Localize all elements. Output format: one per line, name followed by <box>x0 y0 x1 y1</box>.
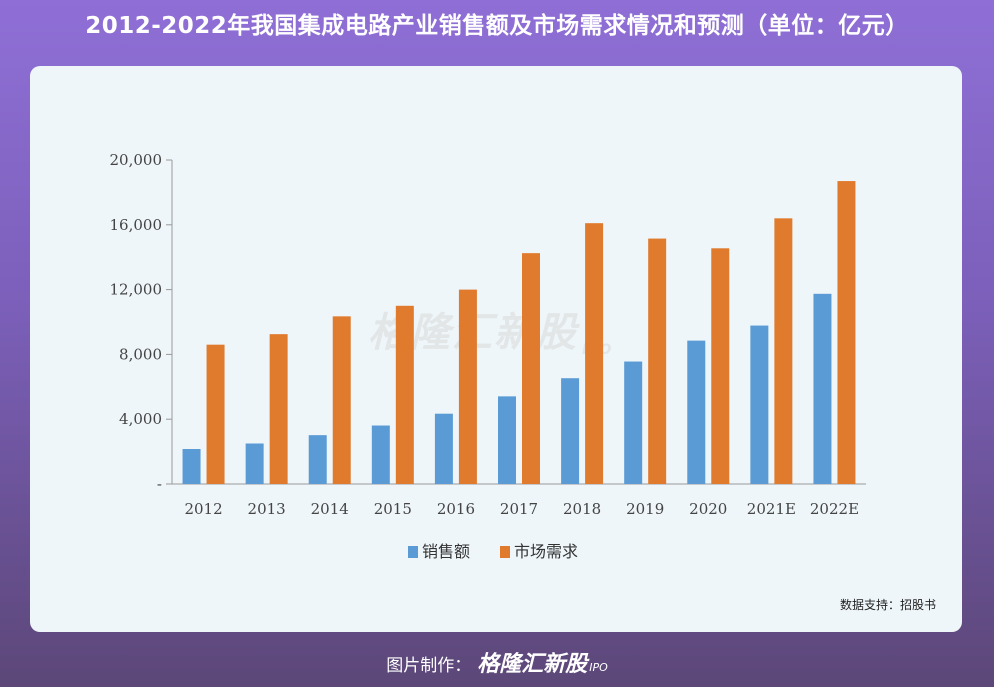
bar-sales <box>308 435 327 484</box>
x-tick-label: 2022E <box>810 500 859 518</box>
chart-title: 2012-2022年我国集成电路产业销售额及市场需求情况和预测（单位：亿元） <box>85 13 909 39</box>
bar-sales <box>371 425 390 484</box>
x-tick-label: 2018 <box>563 500 601 518</box>
legend-sales-swatch <box>408 546 418 558</box>
bar-sales <box>561 378 580 484</box>
footer: 图片制作： 格隆汇新股 IPO <box>0 646 994 678</box>
chart-card <box>30 66 962 632</box>
y-tick-label: 12,000 <box>110 281 163 299</box>
footer-brand: 格隆汇新股 <box>477 652 588 677</box>
legend-demand-label: 市场需求 <box>514 542 578 561</box>
x-tick-label: 2017 <box>500 500 538 518</box>
x-tick-label: 2016 <box>437 500 475 518</box>
bar-demand <box>837 181 856 484</box>
bar-demand <box>711 248 730 484</box>
bar-sales <box>624 361 643 484</box>
x-tick-label: 2019 <box>626 500 664 518</box>
x-tick-label: 2021E <box>747 500 796 518</box>
y-tick-label: 4,000 <box>119 410 162 428</box>
x-axis: 2012 2013 2014 2015 2016 2017 2018 2019 2020 2021… <box>172 483 866 518</box>
x-tick-label: 2012 <box>184 500 222 518</box>
footer-brand-suffix: IPO <box>589 661 608 674</box>
bar-demand <box>206 344 225 484</box>
bar-sales <box>498 396 516 484</box>
legend-sales-label: 销售额 <box>422 542 470 561</box>
bar-demand <box>774 218 793 484</box>
x-tick-label: 2014 <box>311 500 349 518</box>
bar-sales <box>813 293 832 484</box>
legend-demand-swatch <box>500 546 510 558</box>
bar-demand <box>585 223 604 484</box>
x-tick-label: 2013 <box>248 500 286 518</box>
bar-demand <box>395 305 414 484</box>
bars <box>182 181 856 484</box>
bar-sales <box>434 413 453 484</box>
bar-demand <box>269 334 288 484</box>
bar-demand <box>332 316 351 484</box>
legend: 销售额 市场需求 <box>408 542 578 561</box>
bar-sales <box>687 340 706 484</box>
bar-demand <box>522 253 540 484</box>
y-axis: - 4,000 8,000 12,000 16,000 20,000 <box>110 151 173 493</box>
x-tick-label: 2015 <box>374 500 412 518</box>
x-tick-label: 2020 <box>689 500 727 518</box>
footer-prefix: 图片制作： <box>386 656 472 676</box>
bar-demand <box>458 289 477 484</box>
bar-sales <box>245 443 264 484</box>
y-tick-label: 8,000 <box>119 345 162 363</box>
bar-sales <box>182 449 201 484</box>
y-tick-label: - <box>157 475 162 493</box>
y-tick-label: 20,000 <box>110 151 163 169</box>
bar-demand <box>648 238 667 484</box>
source-note: 数据支持：招股书 <box>840 597 936 612</box>
y-tick-label: 16,000 <box>110 216 163 234</box>
bar-sales <box>750 325 769 484</box>
